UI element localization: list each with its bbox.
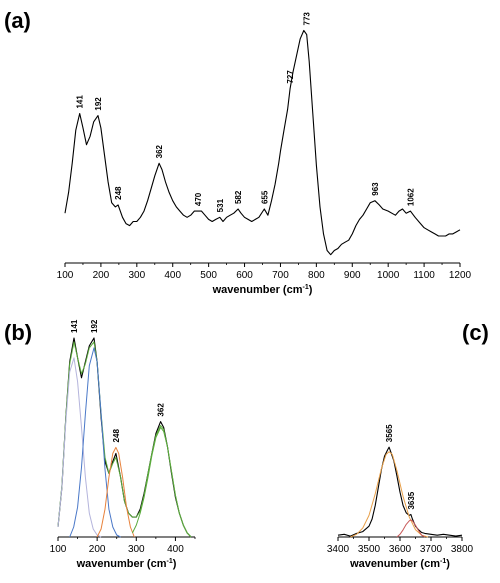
x-tick-label: 200 — [93, 270, 110, 281]
x-tick-label: 1200 — [449, 270, 472, 281]
series-line-3 — [396, 519, 426, 538]
x-tick-label: 300 — [128, 544, 145, 555]
x-tick-label: 1100 — [413, 270, 435, 281]
series-line-2 — [350, 451, 429, 538]
peak-label: 248 — [112, 429, 121, 443]
x-axis-title: wavenumber (cm-1) — [349, 558, 450, 570]
peak-label: 655 — [260, 190, 269, 204]
chart-panel-2: (b) 100 200 300 400 wavenumber (cm-1) 141 192 24… — [4, 319, 196, 570]
peak-label: 141 — [76, 95, 85, 109]
peak-label: 470 — [194, 192, 203, 206]
x-tick-label: 3800 — [451, 544, 474, 555]
series-line-5 — [96, 446, 135, 538]
x-tick-label: 3500 — [358, 544, 381, 555]
peak-label: 248 — [114, 186, 123, 200]
x-axis-title: wavenumber (cm-1) — [76, 558, 177, 570]
series-line-1 — [64, 29, 461, 256]
peak-label: 963 — [371, 182, 380, 196]
peak-label: 3635 — [407, 491, 416, 509]
peak-label: 362 — [155, 144, 164, 158]
x-tick-label: 800 — [308, 270, 325, 281]
x-tick-label: 500 — [200, 270, 217, 281]
x-axis-title: wavenumber (cm-1) — [212, 284, 313, 296]
x-tick-label: 1000 — [377, 270, 400, 281]
x-tick-label: 100 — [57, 270, 74, 281]
peak-label: 192 — [94, 97, 103, 111]
x-tick-label: 100 — [50, 544, 67, 555]
x-tick-label: 300 — [128, 270, 145, 281]
peak-label: 1062 — [406, 188, 415, 206]
panel-label: (c) — [462, 320, 489, 345]
x-tick-label: 200 — [89, 544, 106, 555]
panel-label: (a) — [4, 8, 31, 33]
peak-label: 141 — [70, 319, 79, 333]
series-line-6 — [131, 427, 192, 538]
x-tick-label: 400 — [164, 270, 181, 281]
peak-label: 192 — [90, 319, 99, 333]
x-tick-label: 3600 — [389, 544, 412, 555]
series-line-3 — [57, 357, 102, 538]
peak-label: 582 — [234, 190, 243, 204]
peak-label: 531 — [216, 198, 225, 212]
x-tick-label: 3400 — [327, 544, 350, 555]
peak-label: 727 — [286, 70, 295, 84]
chart-panel-1: (a) 100 200 300 400 500 600 700 800 900 1000 1100 12… — [4, 8, 472, 296]
peak-label: 773 — [303, 12, 312, 26]
x-tick-label: 700 — [272, 270, 289, 281]
panel-label: (b) — [4, 320, 32, 345]
x-tick-label: 600 — [236, 270, 253, 281]
x-tick-label: 3700 — [420, 544, 443, 555]
series-line-4 — [69, 347, 121, 538]
x-tick-label: 400 — [167, 544, 184, 555]
peak-label: 3565 — [385, 424, 394, 442]
series-line-1 — [337, 446, 463, 537]
peak-label: 362 — [157, 403, 166, 417]
x-tick-label: 900 — [344, 270, 361, 281]
